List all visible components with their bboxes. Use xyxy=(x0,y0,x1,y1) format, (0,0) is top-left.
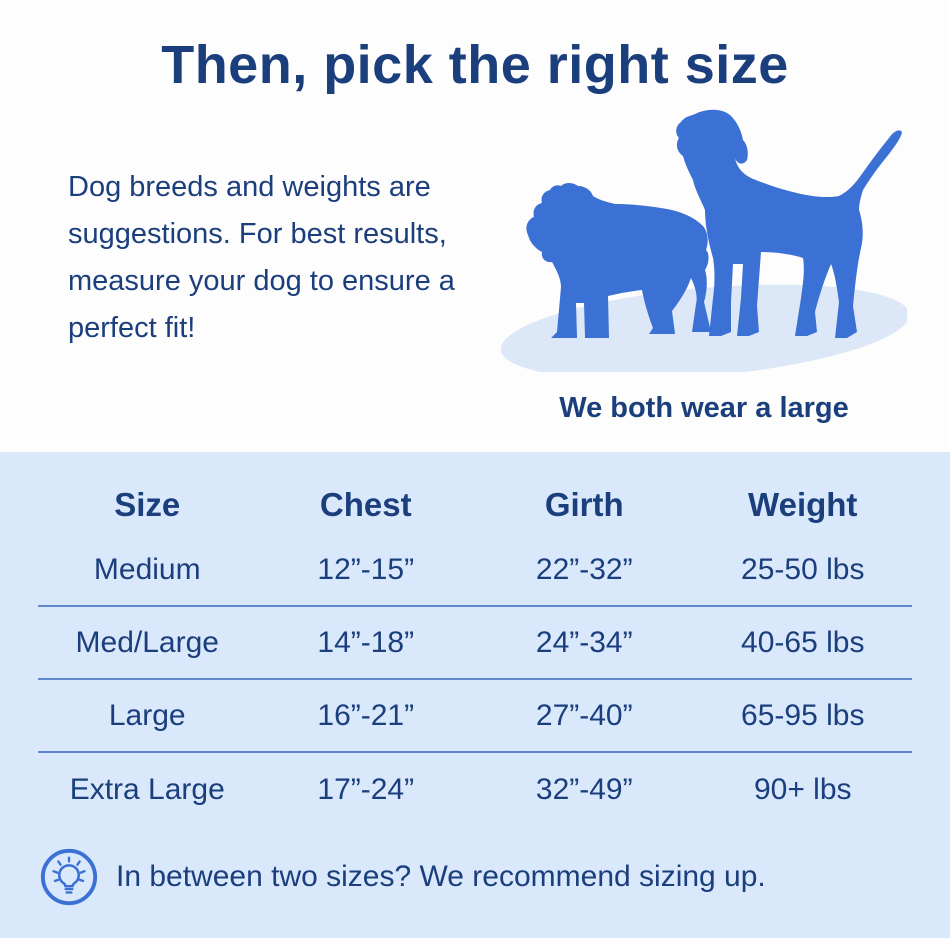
cell-size: Med/Large xyxy=(75,625,219,659)
illustration-caption: We both wear a large xyxy=(559,392,849,424)
cell-weight: 25-50 lbs xyxy=(741,552,865,586)
table-row-large: Large 16”-21” 27”-40” 65-95 lbs xyxy=(38,680,912,753)
cell-girth: 24”-34” xyxy=(535,625,633,659)
table-header-row: Size Chest Girth Weight xyxy=(38,476,912,534)
table-row-medium: Medium 12”-15” 22”-32” 25-50 lbs xyxy=(38,534,912,607)
cell-chest: 16”-21” xyxy=(317,698,415,732)
cell-size: Extra Large xyxy=(69,772,225,806)
cell-girth: 32”-49” xyxy=(535,772,633,806)
large-dog-icon xyxy=(676,109,902,339)
intro-text: Dog breeds and weights are suggestions. … xyxy=(68,171,455,344)
cell-girth: 22”-32” xyxy=(535,552,633,586)
page-title: Then, pick the right size xyxy=(161,35,789,95)
dogs-illustration-svg xyxy=(500,109,910,380)
table-row-med-large: Med/Large 14”-18” 24”-34” 40-65 lbs xyxy=(38,607,912,680)
header-weight: Weight xyxy=(748,486,858,523)
cell-chest: 17”-24” xyxy=(317,772,415,806)
header-girth: Girth xyxy=(544,486,624,523)
size-table-panel: Size Chest Girth Weight Medium 12”-15” 2… xyxy=(0,452,950,938)
header-chest: Chest xyxy=(319,486,412,523)
cell-chest: 12”-15” xyxy=(317,552,415,586)
cell-weight: 40-65 lbs xyxy=(741,625,865,659)
header-size: Size xyxy=(114,486,181,523)
cell-girth: 27”-40” xyxy=(535,698,633,732)
sizing-tip: In between two sizes? We recommend sizin… xyxy=(38,846,912,908)
cell-weight: 90+ lbs xyxy=(753,772,852,806)
bulldog-icon xyxy=(526,183,711,338)
tip-text: In between two sizes? We recommend sizin… xyxy=(116,860,766,893)
cell-chest: 14”-18” xyxy=(317,625,415,659)
cell-weight: 65-95 lbs xyxy=(741,698,865,732)
cell-size: Large xyxy=(108,698,186,732)
cell-size: Medium xyxy=(93,552,201,586)
lightbulb-icon xyxy=(40,848,98,906)
dogs-illustration xyxy=(495,106,910,380)
table-row-extra-large: Extra Large 17”-24” 32”-49” 90+ lbs xyxy=(38,753,912,826)
